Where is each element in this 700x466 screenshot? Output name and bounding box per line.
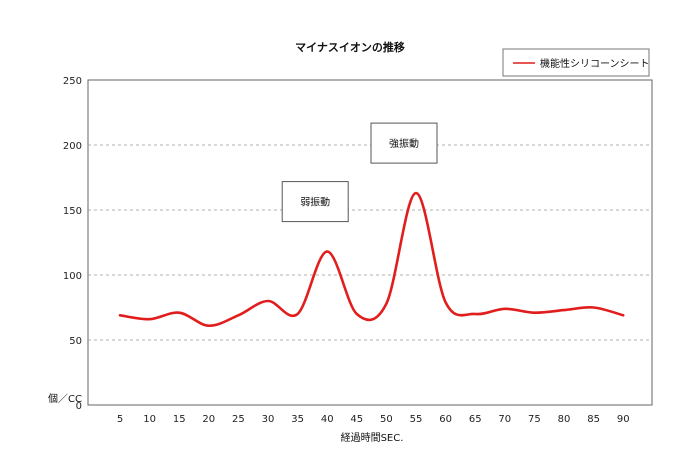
x-tick-label-90: 90 (617, 414, 630, 425)
data-point-75 (533, 311, 536, 314)
data-point-30 (267, 300, 270, 303)
x-tick-label-10: 10 (143, 414, 156, 425)
series (118, 191, 625, 328)
x-tick-label-45: 45 (350, 414, 363, 425)
y-axis-label: 個／CC (48, 392, 82, 405)
data-point-70 (504, 308, 507, 311)
data-point-10 (148, 318, 151, 321)
x-tick-label-75: 75 (528, 414, 541, 425)
y-tick-label-50: 50 (69, 336, 82, 347)
x-tick-label-40: 40 (321, 414, 334, 425)
data-point-40 (326, 250, 329, 253)
data-point-5 (119, 314, 122, 317)
x-tick-label-65: 65 (469, 414, 482, 425)
data-point-55 (415, 192, 418, 195)
data-point-90 (622, 314, 625, 317)
annotation-box-0 (281, 181, 349, 223)
data-point-35 (296, 313, 299, 316)
data-point-15 (178, 311, 181, 314)
x-tick-label-85: 85 (587, 414, 600, 425)
data-point-50 (385, 302, 388, 305)
grid (88, 144, 652, 341)
y-tick-label-200: 200 (63, 141, 82, 152)
y-tick-label-100: 100 (63, 271, 82, 282)
x-tick-label-80: 80 (558, 414, 571, 425)
x-tick-label-70: 70 (498, 414, 511, 425)
legend-label: 機能性シリコーンシート (540, 57, 650, 70)
data-point-45 (356, 313, 359, 316)
annotation-label-1: 強振動 (389, 137, 419, 150)
y-tick-label-250: 250 (63, 76, 82, 87)
annotations: 弱振動 強振動 (281, 122, 438, 223)
y-tick-labels: 0 50 100 150 200 250 (63, 76, 82, 412)
annotation-box-1 (370, 122, 438, 164)
x-tick-label-30: 30 (262, 414, 275, 425)
plot-area (87, 79, 653, 406)
x-tick-label-60: 60 (439, 414, 452, 425)
data-point-25 (237, 314, 240, 317)
y-tick-label-0: 0 (76, 401, 82, 412)
legend: 機能性シリコーンシート (502, 48, 650, 77)
x-axis-label: 経過時間SEC. (341, 431, 404, 444)
x-tick-label-55: 55 (410, 414, 423, 425)
series-line-0 (118, 191, 625, 328)
x-tick-label-35: 35 (291, 414, 304, 425)
x-tick-label-20: 20 (202, 414, 215, 425)
x-tick-labels: 5 10 15 20 25 30 35 40 45 50 55 60 65 70 75 80 85 90 (117, 414, 630, 425)
x-tick-label-15: 15 (173, 414, 186, 425)
data-point-85 (592, 306, 595, 309)
x-tick-label-50: 50 (380, 414, 393, 425)
data-point-60 (444, 301, 447, 304)
data-point-65 (474, 313, 477, 316)
annotation-label-0: 弱振動 (300, 196, 330, 209)
y-tick-label-150: 150 (63, 206, 82, 217)
x-tick-label-5: 5 (117, 414, 123, 425)
data-point-20 (208, 324, 211, 327)
x-tick-label-25: 25 (232, 414, 245, 425)
data-point-80 (563, 309, 566, 312)
chart-title: マイナスイオンの推移 (295, 40, 405, 54)
